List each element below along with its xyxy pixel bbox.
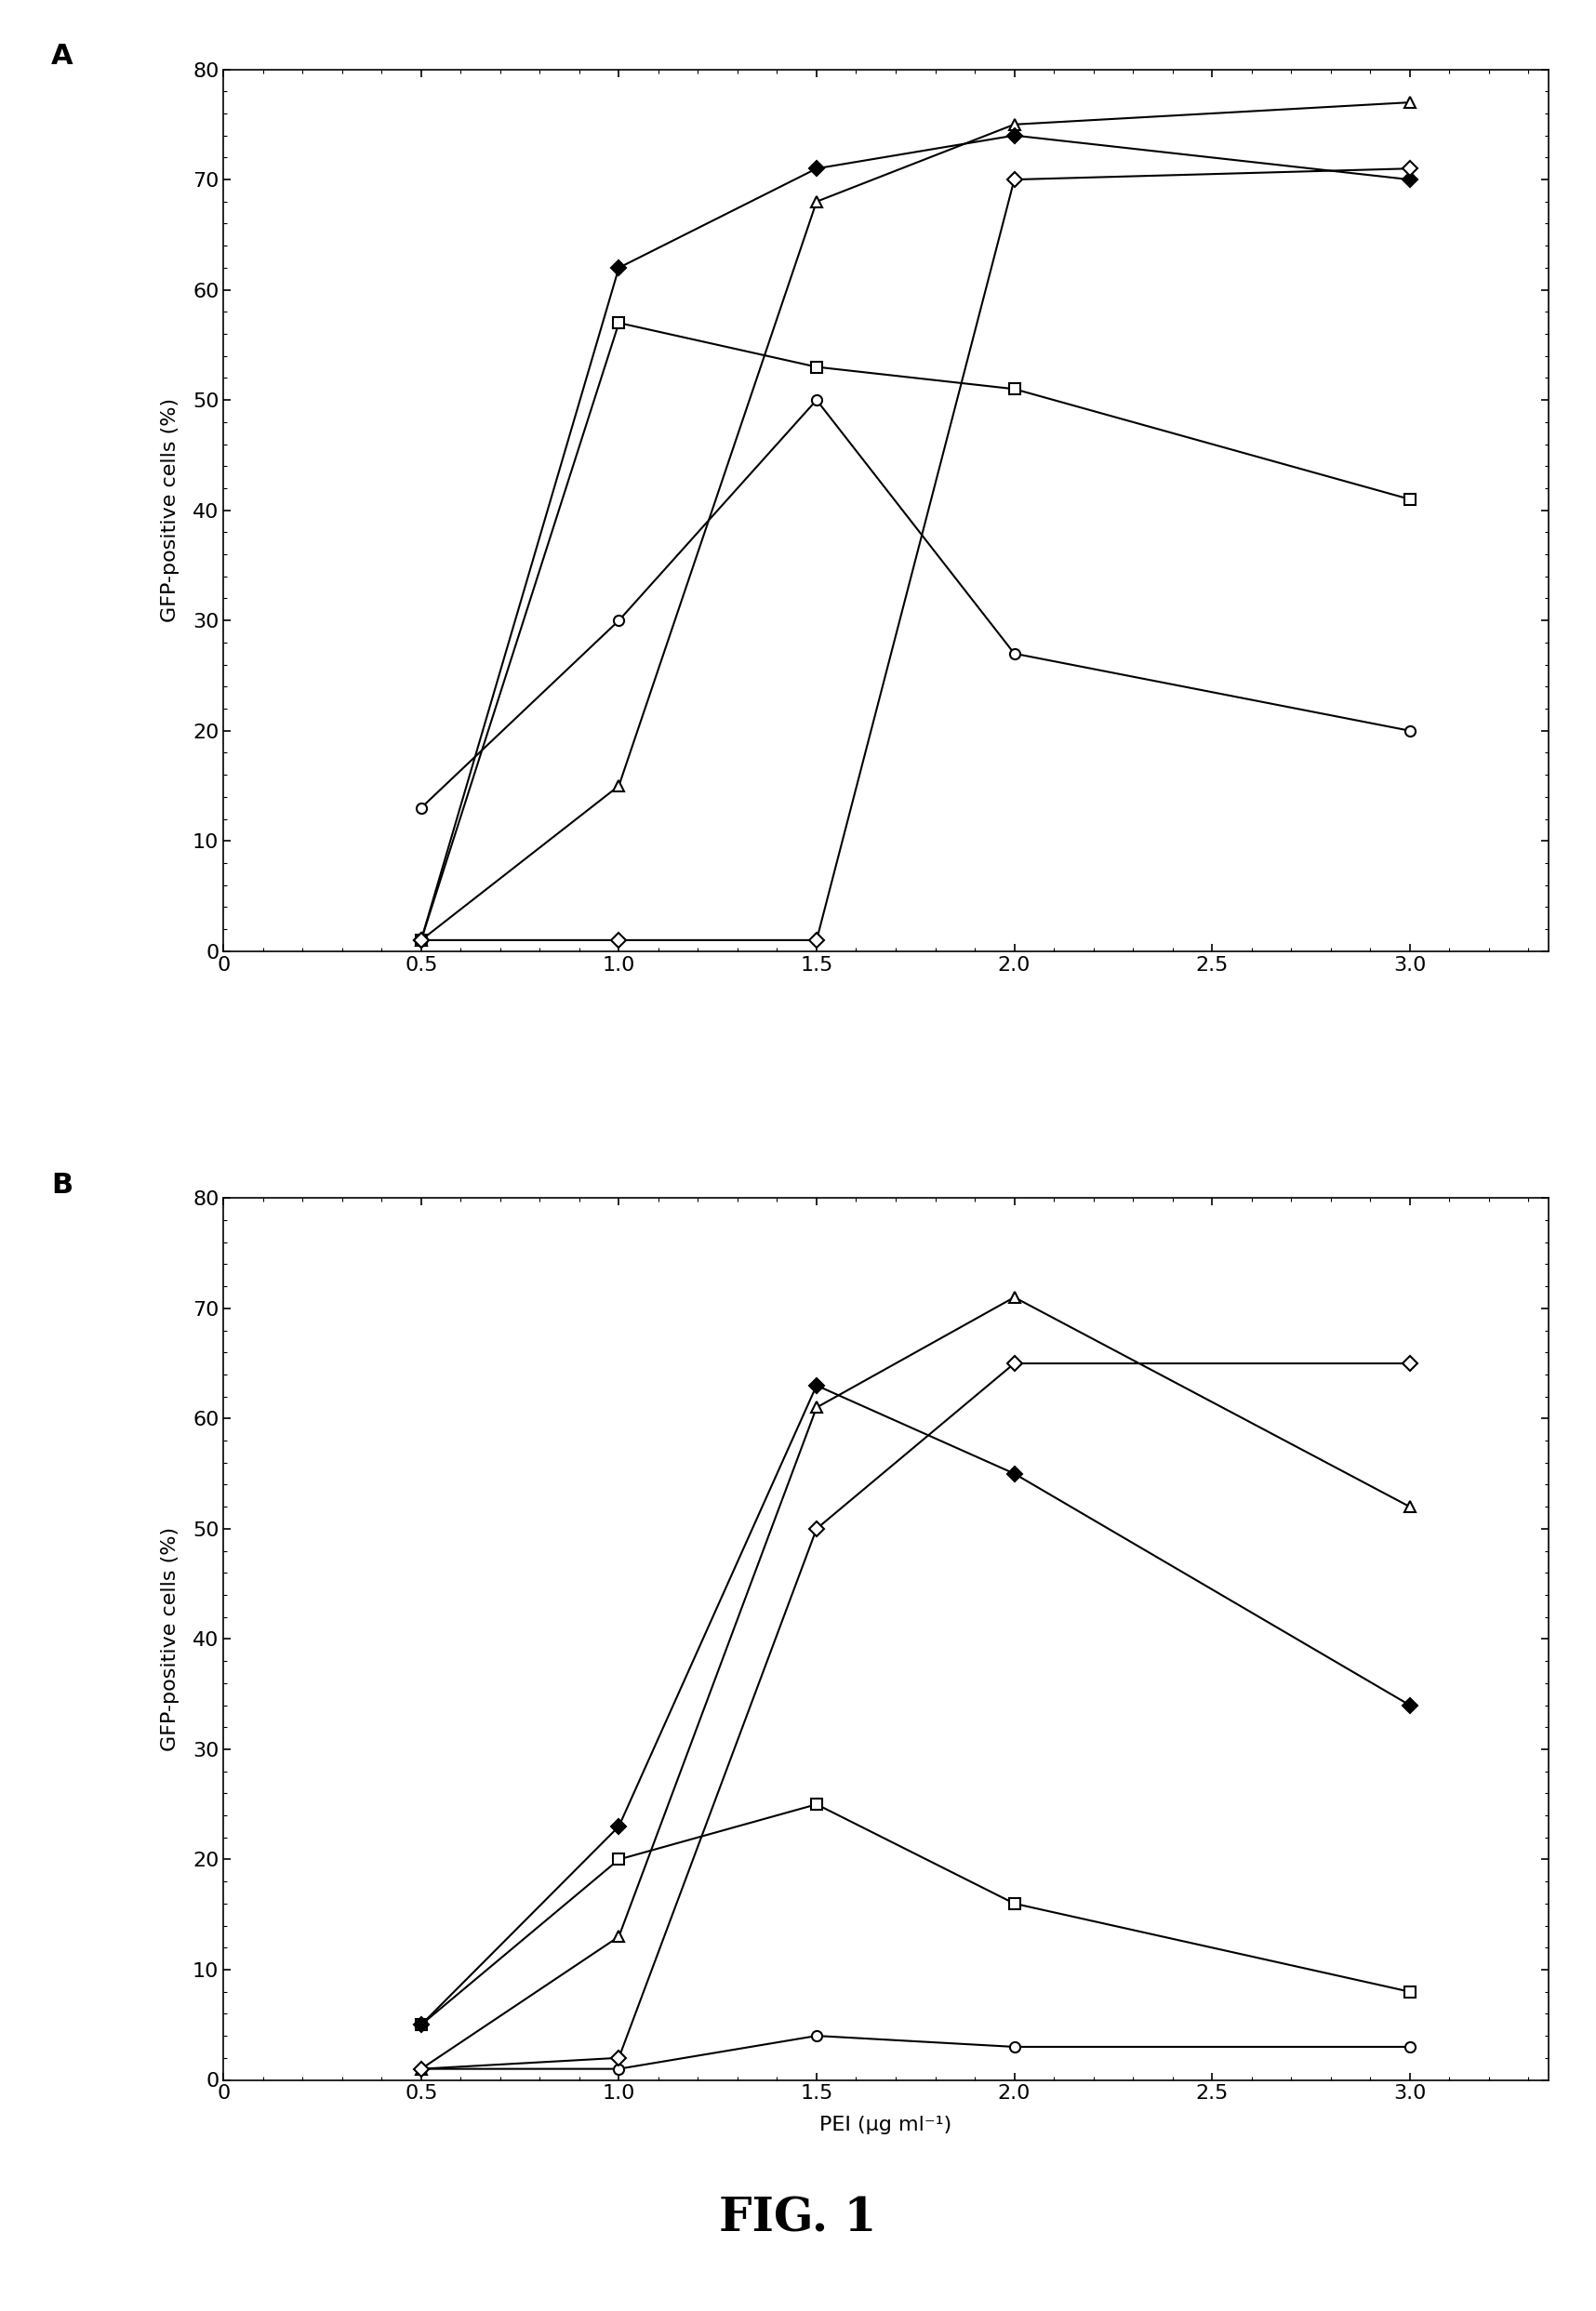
Text: B: B bbox=[51, 1172, 73, 1199]
X-axis label: PEI (μg ml⁻¹): PEI (μg ml⁻¹) bbox=[820, 2117, 951, 2135]
Y-axis label: GFP-positive cells (%): GFP-positive cells (%) bbox=[161, 397, 179, 622]
Y-axis label: GFP-positive cells (%): GFP-positive cells (%) bbox=[161, 1528, 179, 1752]
Text: FIG. 1: FIG. 1 bbox=[720, 2195, 876, 2242]
Text: A: A bbox=[51, 44, 73, 69]
